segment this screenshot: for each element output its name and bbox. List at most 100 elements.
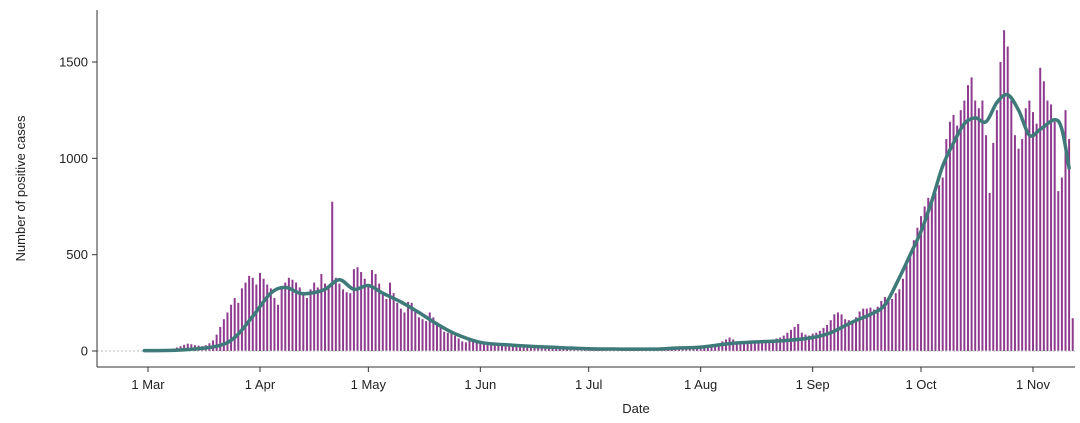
bar — [840, 314, 843, 351]
bar — [811, 333, 814, 351]
bar — [930, 200, 933, 351]
bar — [703, 346, 706, 351]
bar — [1050, 104, 1053, 351]
bar — [493, 345, 496, 351]
bar — [898, 289, 901, 351]
bar — [862, 308, 865, 351]
bar — [327, 288, 330, 351]
bar — [501, 345, 503, 351]
bar — [258, 272, 261, 351]
bar — [378, 283, 381, 351]
bar — [298, 287, 301, 351]
bar — [537, 346, 540, 351]
bar — [519, 346, 522, 351]
bar — [912, 240, 915, 351]
bar — [262, 278, 265, 351]
bar — [974, 100, 977, 351]
trend-line — [142, 92, 1071, 353]
bar — [385, 298, 388, 351]
bar — [414, 309, 417, 351]
bar — [295, 282, 298, 351]
bar — [826, 324, 829, 351]
bar — [450, 330, 453, 351]
bar — [403, 312, 406, 351]
bar — [732, 339, 735, 351]
bar — [421, 319, 424, 351]
bar — [768, 340, 771, 351]
bar — [367, 284, 370, 351]
bar — [338, 283, 341, 351]
bar — [475, 341, 478, 351]
bar — [883, 297, 886, 351]
bar — [999, 62, 1002, 351]
y-axis-title: Number of positive cases — [13, 115, 28, 261]
bar — [237, 302, 240, 351]
bar — [287, 277, 290, 351]
bar — [399, 308, 402, 351]
bar — [331, 201, 334, 351]
bar — [887, 300, 890, 351]
bar — [356, 267, 359, 351]
bar — [800, 332, 803, 351]
bar — [916, 227, 919, 351]
bar — [891, 298, 894, 351]
bar — [240, 288, 243, 351]
bar — [269, 288, 272, 351]
bar — [360, 272, 363, 351]
bar — [313, 282, 316, 351]
bar — [717, 343, 720, 351]
bar — [1017, 148, 1020, 351]
bar — [869, 307, 872, 351]
bar — [739, 342, 742, 351]
bar — [345, 292, 348, 351]
bar — [490, 344, 493, 351]
bar — [392, 293, 395, 351]
bar — [291, 279, 294, 351]
bar — [407, 301, 410, 351]
bar — [699, 346, 702, 351]
x-axis-title: Date — [622, 401, 649, 416]
bar — [818, 330, 821, 351]
bar — [515, 346, 518, 351]
bar — [985, 135, 988, 351]
bar — [1057, 191, 1060, 351]
bar — [808, 335, 811, 351]
bar — [529, 347, 532, 351]
bar — [461, 341, 464, 351]
bar — [836, 312, 839, 351]
bar — [230, 304, 233, 351]
bar — [244, 282, 247, 351]
x-tick-label: 1 Aug — [684, 377, 717, 392]
bar — [876, 306, 879, 351]
bar — [468, 337, 471, 351]
bar — [324, 283, 326, 351]
y-tick-label: 0 — [81, 344, 88, 359]
bar — [547, 346, 550, 351]
x-tick-label: 1 Mar — [131, 377, 165, 392]
bar — [280, 288, 283, 351]
bar — [865, 308, 868, 351]
bar — [1013, 135, 1016, 351]
x-tick-label: 1 Nov — [1016, 377, 1050, 392]
bar — [988, 193, 991, 351]
x-tick-label: 1 Sep — [796, 377, 830, 392]
bar — [349, 293, 352, 351]
bar — [714, 344, 717, 351]
bar — [284, 282, 287, 351]
bar — [782, 335, 785, 351]
bar — [1003, 30, 1006, 352]
bar — [248, 275, 251, 351]
bar — [920, 216, 923, 351]
bar — [410, 302, 413, 351]
bar — [186, 343, 189, 351]
bar-series — [143, 30, 1074, 352]
bar — [454, 335, 457, 351]
bar — [757, 342, 760, 351]
bar — [233, 298, 236, 351]
bar — [479, 343, 482, 351]
bar — [966, 85, 969, 352]
bar — [710, 345, 713, 351]
bar — [941, 177, 944, 351]
bar — [771, 339, 774, 351]
bar — [1046, 100, 1049, 351]
